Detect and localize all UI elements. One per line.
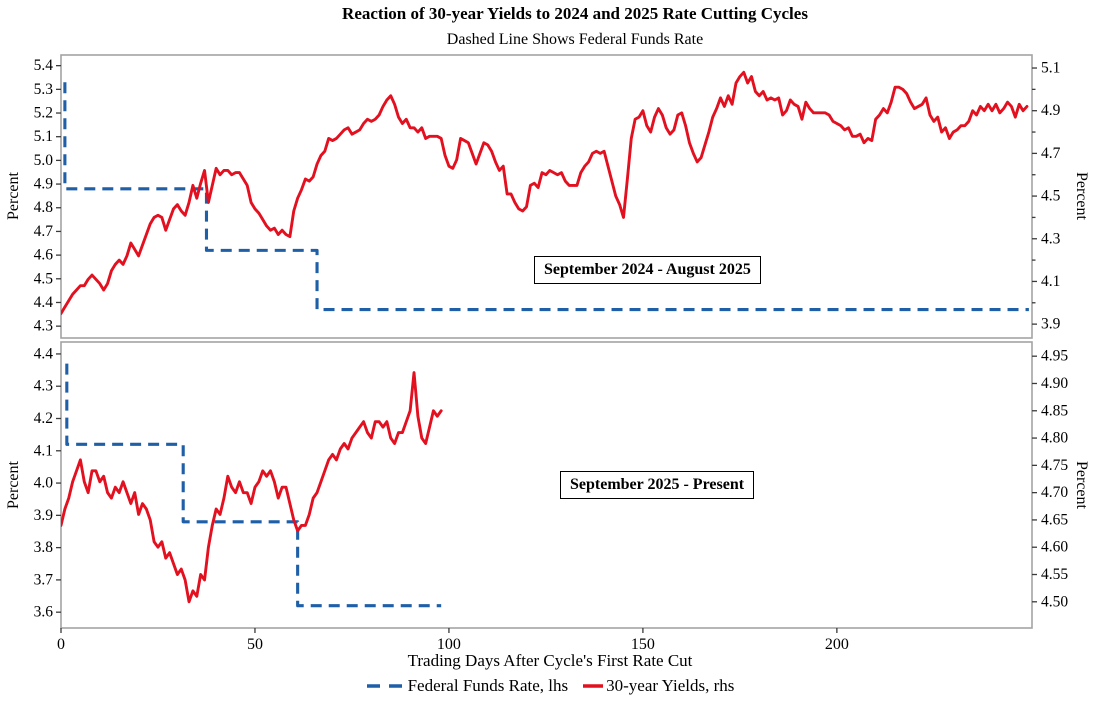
yields-solid-swatch-icon (583, 684, 604, 688)
y-axis-tick-label: 5.3 (34, 81, 54, 98)
chart-title: Reaction of 30-year Yields to 2024 and 2… (342, 4, 808, 23)
y-axis-tick-label: 5.4 (34, 57, 54, 74)
y-axis-tick-label: 3.8 (34, 539, 54, 556)
x-axis-tick-label: 200 (825, 636, 849, 653)
y-axis-tick-label: 4.3 (34, 378, 54, 395)
y-axis-tick-label: 5.2 (34, 105, 53, 122)
y-axis-tick-label: 4.5 (34, 270, 54, 287)
panel-bottom: 3.6 3.7 3.8 3.9 4.0 4.1 4.2 4.3 4.4 4.50 4.55 4.60 4… (34, 341, 1068, 653)
y-axis-tick-label: 4.1 (34, 442, 53, 459)
y-axis-tick-label: 5.0 (34, 152, 54, 169)
y-axis-tick-label: 4.6 (34, 247, 54, 264)
bottom-right-axis-title: Percent (1073, 461, 1090, 509)
bottom-left-axis-title: Percent (5, 461, 22, 509)
legend-item-yields: 30-year Yields, rhs (582, 676, 734, 696)
panel-frame (60, 341, 1033, 629)
y-axis-tick-label: 4.3 (1041, 230, 1061, 247)
y-axis-tick-label: 3.9 (1041, 316, 1061, 333)
y-axis-tick-label: 4.75 (1041, 457, 1068, 474)
y-axis-tick-label: 4.5 (1041, 188, 1061, 205)
y-axis-tick-label: 4.1 (1041, 273, 1060, 290)
x-axis-tick-label: 100 (437, 636, 461, 653)
x-axis-tick-label: 50 (247, 636, 263, 653)
y-axis-tick-label: 4.0 (34, 475, 54, 492)
y-axis-tick-label: 4.4 (34, 345, 54, 362)
y-axis-tick-label: 4.4 (34, 294, 54, 311)
y-axis-tick-label: 5.1 (34, 128, 53, 145)
panel-top: 4.3 4.4 4.5 4.6 4.7 4.8 4.9 5.0 5.1 5.2 5.3 5.4 3.9 4… (34, 54, 1061, 339)
y-axis-tick-label: 4.95 (1041, 348, 1068, 365)
legend-item-ffr: Federal Funds Rate, lhs (366, 676, 569, 696)
y-axis-tick-label: 4.65 (1041, 511, 1068, 528)
chart-canvas: 4.3 4.4 4.5 4.6 4.7 4.8 4.9 5.0 5.1 5.2 5.3 5.4 3.9 4… (34, 54, 1068, 653)
yields-line (61, 371, 443, 604)
y-axis-tick-label: 4.70 (1041, 484, 1068, 501)
ffr-dashed-swatch-icon (366, 684, 405, 688)
y-axis-tick-label: 4.2 (34, 410, 53, 427)
chart-subtitle: Dashed Line Shows Federal Funds Rate (446, 31, 704, 48)
y-axis-tick-label: 4.60 (1041, 539, 1068, 556)
y-axis-tick-label: 4.3 (34, 318, 54, 335)
top-right-axis-title: Percent (1073, 172, 1090, 220)
y-axis-tick-label: 4.55 (1041, 566, 1068, 583)
y-axis-tick-label: 4.7 (1041, 145, 1061, 162)
x-axis-tick-label: 0 (57, 636, 65, 653)
y-axis-tick-label: 4.9 (1041, 102, 1061, 119)
legend: Federal Funds Rate, lhs 30-year Yields, … (0, 676, 1100, 696)
y-axis-tick-label: 4.7 (34, 223, 54, 240)
y-axis-tick-label: 4.9 (34, 176, 54, 193)
annotation-cycle-2024: September 2024 - August 2025 (534, 256, 761, 284)
ffr-line (63, 82, 1029, 312)
x-axis-tick-label: 150 (631, 636, 655, 653)
legend-label-yields: 30-year Yields, rhs (606, 676, 735, 695)
y-axis-tick-label: 4.50 (1041, 593, 1068, 610)
yields-line (61, 70, 1029, 315)
annotation-cycle-2025: September 2025 - Present (560, 471, 755, 499)
legend-label-ffr: Federal Funds Rate, lhs (407, 676, 569, 695)
top-left-axis-title: Percent (5, 172, 22, 220)
y-axis-tick-label: 4.90 (1041, 375, 1068, 392)
y-axis-tick-label: 4.8 (34, 199, 54, 216)
y-axis-tick-label: 4.80 (1041, 430, 1068, 447)
y-axis-tick-label: 5.1 (1041, 60, 1060, 77)
y-axis-tick-label: 4.85 (1041, 402, 1068, 419)
y-axis-tick-label: 3.9 (34, 507, 54, 524)
y-axis-tick-label: 3.6 (34, 604, 54, 621)
ffr-line (65, 363, 442, 608)
x-axis-title: Trading Days After Cycle's First Rate Cu… (407, 651, 693, 670)
y-axis-tick-label: 3.7 (34, 571, 54, 588)
